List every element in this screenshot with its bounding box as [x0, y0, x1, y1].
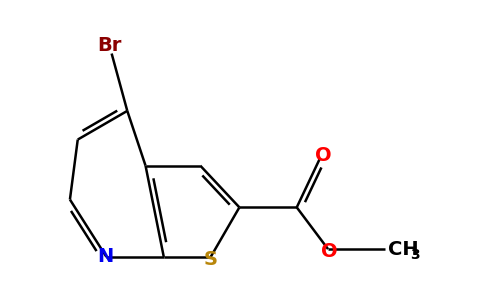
Text: CH: CH — [388, 240, 419, 259]
Text: Br: Br — [97, 36, 121, 55]
Text: N: N — [97, 248, 114, 266]
Text: 3: 3 — [410, 248, 420, 262]
Text: O: O — [315, 146, 331, 165]
Text: S: S — [204, 250, 218, 269]
Text: O: O — [321, 242, 337, 261]
